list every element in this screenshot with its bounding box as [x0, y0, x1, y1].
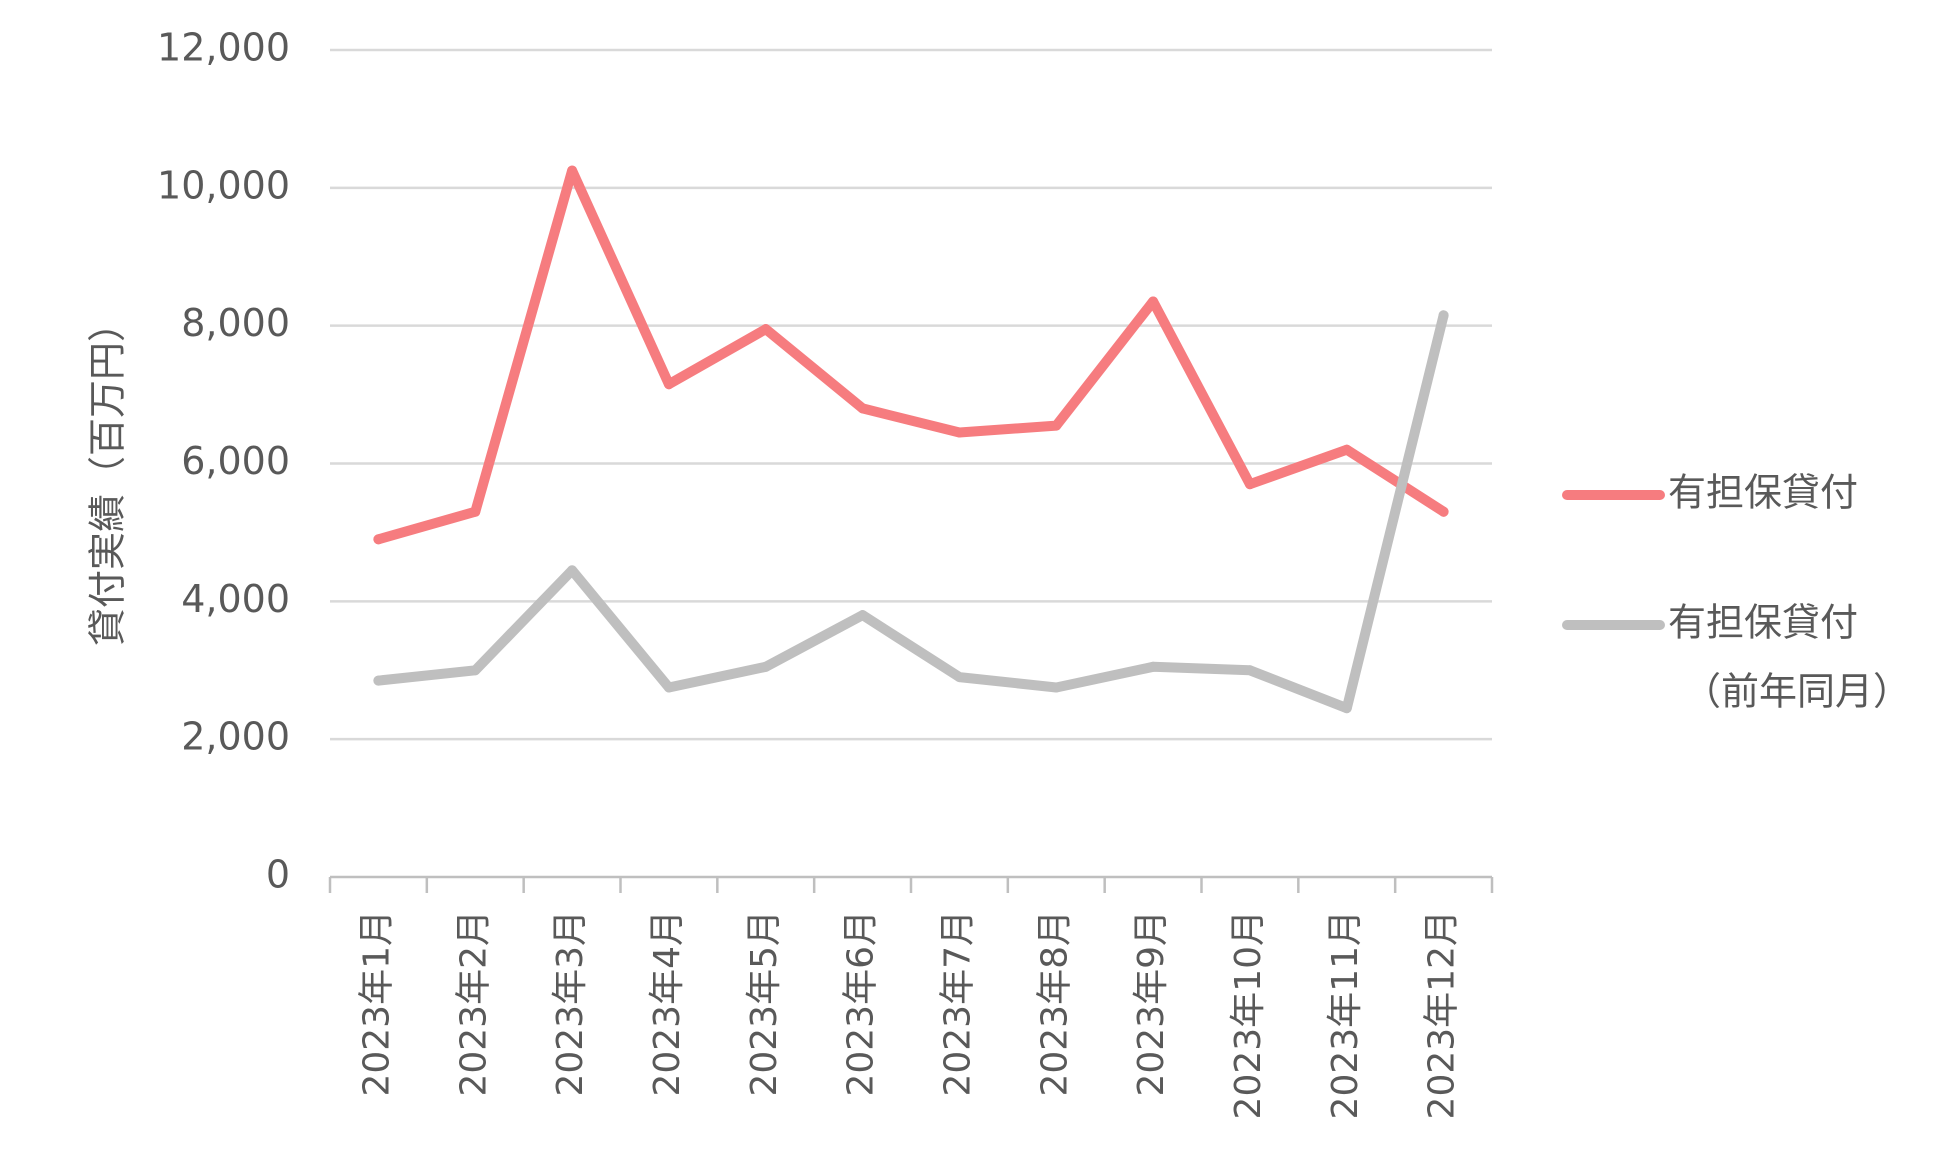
x-axis-ticks: 2023年1月 2023年2月 2023年3月 2023年4月 2023年5月 2023年…: [356, 910, 1462, 1119]
x-tick-label: 2023年1月: [356, 910, 397, 1097]
data-point: [1341, 444, 1352, 455]
data-point: [567, 565, 578, 576]
data-point: [470, 506, 481, 517]
x-tick-label: 2023年6月: [841, 910, 882, 1097]
x-tick-label: 2023年10月: [1228, 910, 1269, 1119]
data-point: [373, 675, 384, 686]
data-point: [1148, 661, 1159, 672]
data-point: [1051, 420, 1062, 431]
legend-label: 有担保貸付: [1668, 471, 1858, 515]
x-tick-label: 2023年8月: [1034, 910, 1075, 1097]
y-tick-label: 10,000: [157, 163, 290, 207]
data-point: [1341, 703, 1352, 714]
series-line-1: [373, 310, 1449, 714]
x-tick-label: 2023年7月: [937, 910, 978, 1097]
data-point: [373, 534, 384, 545]
x-tick-label: 2023年3月: [550, 910, 591, 1097]
data-point: [663, 379, 674, 390]
y-tick-label: 0: [266, 853, 290, 897]
x-tick-label: 2023年2月: [453, 910, 494, 1097]
y-tick-label: 2,000: [181, 715, 290, 759]
x-tick-label: 2023年9月: [1131, 910, 1172, 1097]
x-axis: [328, 875, 1494, 893]
x-tick-label: 2023年12月: [1422, 910, 1463, 1119]
x-tick-label: 2023年4月: [647, 910, 688, 1097]
data-point: [1438, 506, 1449, 517]
data-point: [857, 403, 868, 414]
data-point: [857, 610, 868, 621]
series-line-0: [373, 165, 1449, 545]
series-lines: [373, 165, 1449, 714]
data-point: [760, 324, 771, 335]
data-point: [663, 682, 674, 693]
y-axis-label: 貸付実績（百万円）: [86, 304, 130, 646]
legend-label: 有担保貸付: [1668, 601, 1858, 645]
data-point: [470, 665, 481, 676]
y-tick-label: 12,000: [157, 26, 290, 70]
y-tick-label: 4,000: [181, 577, 290, 621]
y-tick-label: 6,000: [181, 439, 290, 483]
data-point: [567, 165, 578, 176]
data-point: [1244, 479, 1255, 490]
data-point: [954, 427, 965, 438]
data-point: [1148, 296, 1159, 307]
data-point: [760, 661, 771, 672]
legend-label: （前年同月）: [1683, 670, 1911, 714]
x-tick-label: 2023年11月: [1325, 910, 1366, 1119]
y-tick-label: 8,000: [181, 301, 290, 345]
x-tick-label: 2023年5月: [744, 910, 785, 1097]
data-point: [954, 672, 965, 683]
data-point: [1438, 310, 1449, 321]
data-point: [1244, 665, 1255, 676]
y-axis-ticks: 0 2,000 4,000 6,000 8,000 10,000 12,000: [157, 26, 290, 897]
data-point: [1051, 682, 1062, 693]
